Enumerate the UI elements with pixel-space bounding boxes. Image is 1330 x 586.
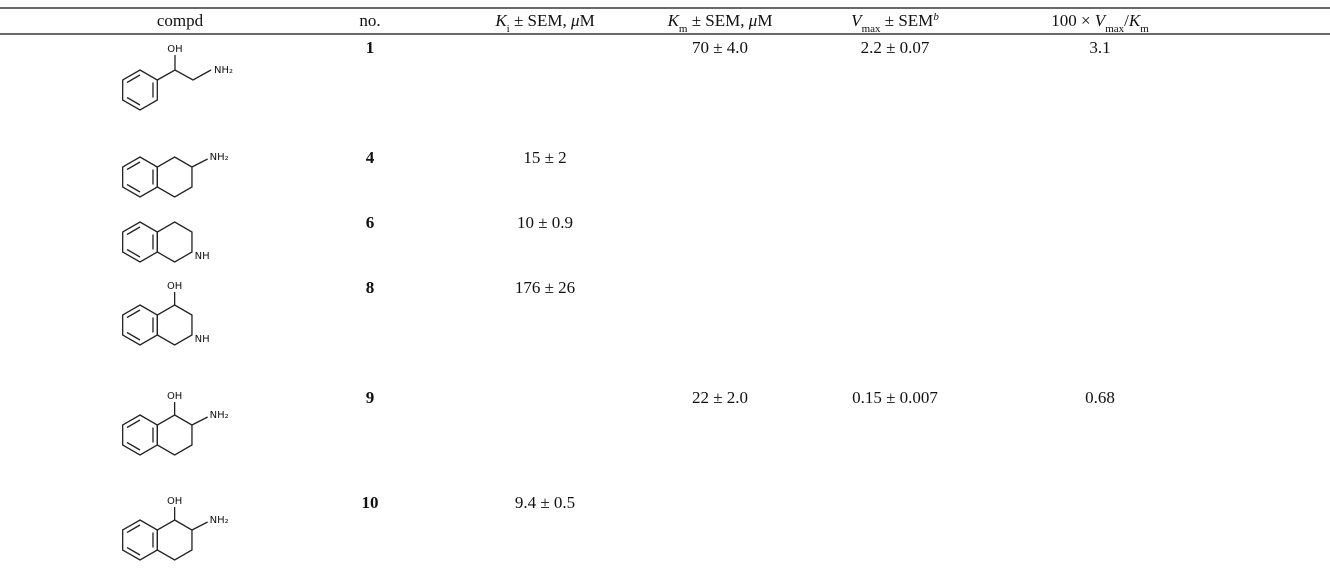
header-part: i	[507, 23, 510, 35]
atom-label: NH₂	[210, 410, 229, 421]
header-part: 100 ×	[1051, 11, 1095, 30]
bond	[191, 416, 208, 426]
bond	[156, 221, 193, 263]
bond	[126, 74, 141, 84]
compound-number: 9	[366, 388, 375, 407]
header-part: M	[580, 11, 595, 30]
bond	[126, 546, 141, 556]
header-part: max	[862, 23, 881, 35]
atom-label: OH	[167, 281, 182, 292]
header-part: no.	[359, 11, 380, 30]
bond	[126, 96, 141, 106]
header-part: M	[757, 11, 772, 30]
header-part: max	[1105, 23, 1124, 35]
atom-label: NH	[195, 334, 210, 345]
bond	[156, 414, 193, 456]
cell-ki: 15 ± 2	[523, 148, 566, 167]
bond	[156, 156, 193, 198]
atom-label: OH	[167, 496, 182, 507]
bond	[126, 441, 141, 451]
column-header: 100 × Vmax/Km	[1051, 11, 1149, 35]
compound-number: 4	[366, 148, 375, 167]
column-header: Km ± SEM, μM	[667, 11, 773, 35]
column-header: no.	[359, 11, 380, 30]
compound-number: 8	[366, 278, 375, 297]
header-part: compd	[157, 11, 204, 30]
header-part: K	[667, 11, 681, 30]
atom-label: OH	[167, 391, 182, 402]
bond	[122, 519, 158, 561]
header-part: μ	[570, 11, 580, 30]
bond	[126, 248, 141, 258]
header-part: K	[1128, 11, 1142, 30]
cell-ratio: 0.68	[1085, 388, 1115, 407]
bond	[126, 331, 141, 341]
compound-number: 1	[366, 38, 375, 57]
compound-number: 6	[366, 213, 375, 232]
bond	[126, 226, 141, 236]
cell-ki: 10 ± 0.9	[517, 213, 573, 232]
atom-label: NH₂	[210, 152, 229, 163]
cell-km: 22 ± 2.0	[692, 388, 748, 407]
header-part: μ	[748, 11, 758, 30]
atom-label: NH₂	[214, 65, 233, 76]
bond	[126, 419, 141, 429]
header-part: b	[933, 11, 939, 23]
compound-number: 10	[362, 493, 379, 512]
header-part: V	[1095, 11, 1108, 30]
header-part: ± SEM,	[687, 11, 748, 30]
bond	[191, 521, 208, 531]
header-part: K	[494, 11, 508, 30]
bond	[122, 414, 158, 456]
bond	[191, 158, 208, 168]
header-part: V	[851, 11, 864, 30]
bond	[126, 309, 141, 319]
atom-label: NH₂	[210, 515, 229, 526]
bond	[156, 304, 193, 346]
cell-ki: 176 ± 26	[515, 278, 575, 297]
bond	[122, 221, 158, 263]
bond	[122, 69, 158, 111]
cell-vmax: 2.2 ± 0.07	[861, 38, 930, 57]
cell-ratio: 3.1	[1089, 38, 1110, 57]
header-part: ± SEM,	[510, 11, 571, 30]
bond	[122, 156, 158, 198]
bond	[126, 183, 141, 193]
atom-label: OH	[167, 44, 182, 55]
bond	[156, 519, 193, 561]
column-header: Ki ± SEM, μM	[494, 11, 594, 35]
bond	[156, 69, 212, 81]
header-part: m	[679, 23, 688, 35]
cell-vmax: 0.15 ± 0.007	[852, 388, 938, 407]
cell-km: 70 ± 4.0	[692, 38, 748, 57]
bond	[126, 161, 141, 171]
column-header: Vmax ± SEMb	[851, 11, 939, 35]
header-part: ± SEM	[881, 11, 934, 30]
atom-label: NH	[195, 251, 210, 262]
header-part: /	[1124, 11, 1129, 30]
bond	[122, 304, 158, 346]
header-part: m	[1140, 23, 1149, 35]
bond	[126, 524, 141, 534]
column-header: compd	[157, 11, 204, 30]
cell-ki: 9.4 ± 0.5	[515, 493, 575, 512]
